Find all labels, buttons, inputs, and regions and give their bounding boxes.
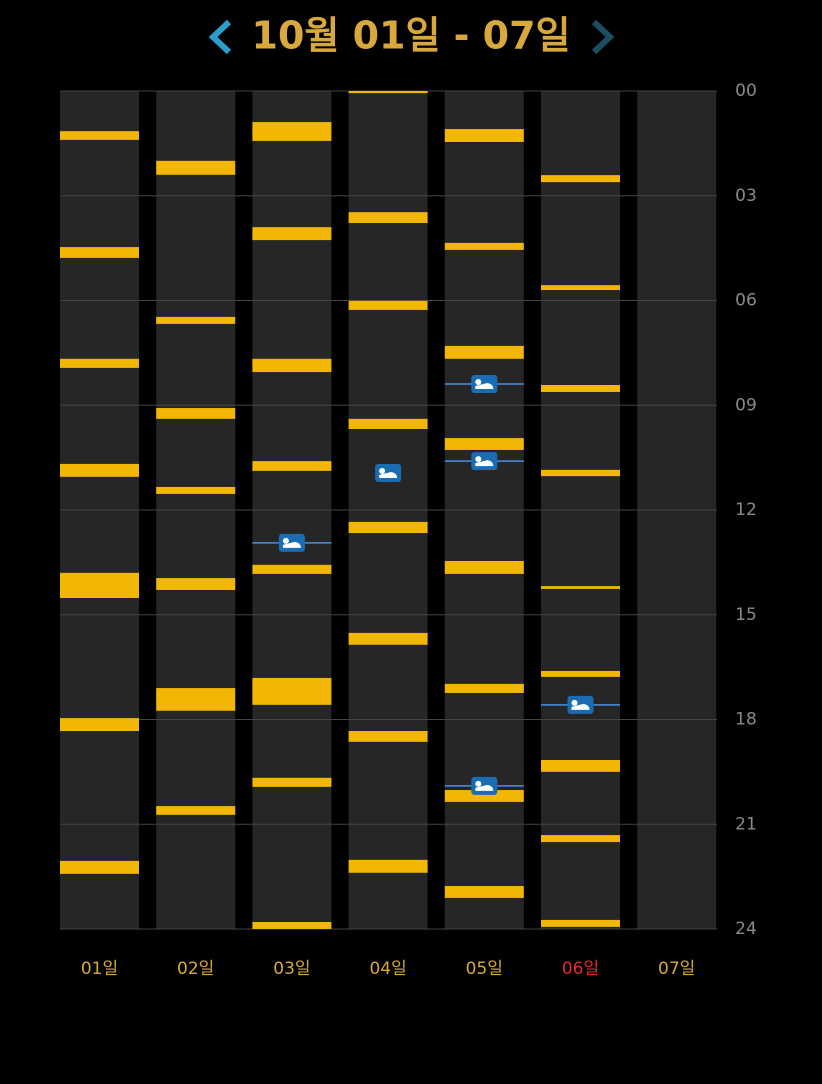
event-bar	[444, 790, 524, 802]
sleep-icon-head	[475, 456, 482, 463]
event-bar	[444, 886, 524, 898]
event-bar	[444, 438, 524, 450]
sleep-icon-body	[475, 460, 494, 467]
sleep-icon-body	[282, 541, 301, 548]
event-bar	[348, 521, 428, 534]
event-bar	[156, 806, 236, 815]
day-label: 04일	[369, 959, 406, 979]
event-bar	[252, 922, 332, 929]
sleep-icon-body	[571, 703, 590, 710]
event-bar	[60, 718, 139, 732]
hour-label: 06	[735, 291, 757, 311]
event-bar	[444, 683, 524, 693]
sleep-icon	[471, 452, 498, 471]
day-label: 07일	[658, 959, 695, 979]
event-bar	[252, 777, 332, 787]
event-bar	[252, 358, 332, 373]
event-bar	[252, 122, 332, 141]
event-bar	[156, 578, 236, 590]
event-bar	[60, 247, 139, 258]
event-bar	[541, 469, 620, 477]
sleep-icon-head	[475, 378, 482, 385]
hour-label: 12	[735, 500, 757, 520]
event-bar	[60, 860, 139, 874]
hour-label: 03	[735, 186, 757, 206]
event-bar	[444, 345, 524, 359]
sleep-icon-body	[379, 471, 398, 478]
event-bar	[252, 564, 332, 574]
event-bar	[348, 859, 428, 873]
sleep-icon-head	[571, 699, 578, 706]
prev-button[interactable]	[208, 19, 232, 55]
sleep-icon	[567, 695, 594, 714]
day-label: 05일	[466, 959, 503, 979]
event-bar	[541, 919, 620, 927]
event-bar	[348, 91, 428, 94]
event-bar	[444, 242, 524, 250]
hour-label: 00	[735, 81, 757, 101]
sleep-icon	[375, 463, 402, 482]
event-bar	[252, 227, 332, 241]
event-bar	[444, 129, 524, 142]
event-bar	[60, 131, 139, 140]
day-label: 01일	[81, 959, 118, 979]
event-bar	[541, 285, 620, 291]
sleep-icon-head	[282, 537, 289, 544]
event-bar	[156, 486, 236, 494]
day-label: 02일	[177, 959, 214, 979]
event-bar	[156, 408, 236, 419]
event-bar	[348, 212, 428, 223]
event-bar	[348, 731, 428, 742]
event-bar	[444, 560, 524, 574]
event-bar	[60, 463, 139, 477]
hour-label: 24	[735, 919, 757, 939]
event-bar	[541, 384, 620, 392]
event-bar	[60, 358, 139, 368]
hour-label: 15	[735, 605, 757, 625]
event-bar	[156, 688, 236, 711]
event-bar	[348, 300, 428, 310]
event-bar	[541, 586, 620, 589]
event-bar	[252, 677, 332, 705]
event-bar	[156, 160, 236, 175]
event-bar	[541, 760, 620, 772]
sleep-icon-body	[475, 382, 494, 389]
event-bar	[348, 632, 428, 645]
sleep-icon-head	[475, 780, 482, 787]
event-bar	[541, 175, 620, 183]
sleep-icon-head	[379, 467, 386, 474]
event-bar	[60, 572, 139, 598]
hour-label: 09	[735, 395, 757, 415]
sleep-icon	[471, 776, 498, 795]
day-label: 03일	[273, 959, 310, 979]
event-bar	[541, 835, 620, 843]
event-bar	[156, 316, 236, 324]
sleep-icon-body	[475, 784, 494, 791]
event-bar	[541, 670, 620, 677]
sleep-icon	[471, 374, 498, 393]
day-label: 06일	[562, 959, 599, 979]
hour-label: 21	[735, 814, 757, 834]
event-bar	[252, 461, 332, 471]
next-button[interactable]	[591, 19, 615, 55]
sleep-icon	[278, 533, 305, 552]
title: 10월 01일 - 07일	[252, 14, 571, 58]
event-bar	[348, 418, 428, 429]
hour-label: 18	[735, 710, 757, 730]
